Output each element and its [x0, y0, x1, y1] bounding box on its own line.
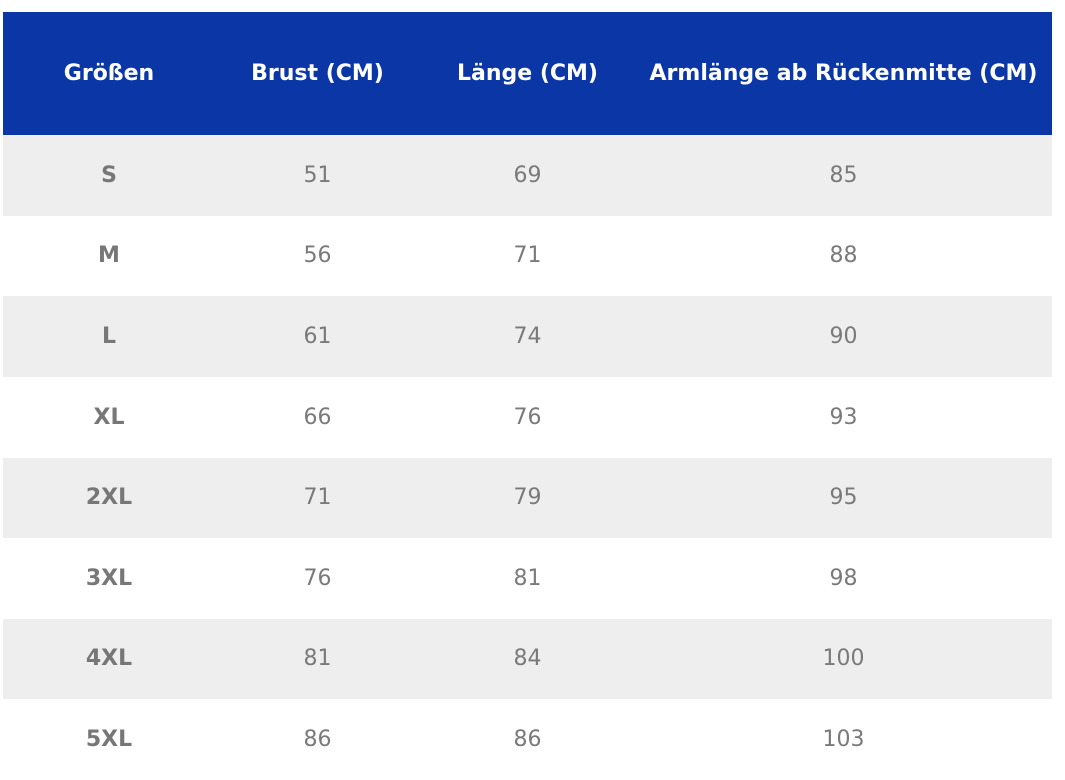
- value-cell: 81: [303, 646, 332, 672]
- size-cell: XL: [93, 404, 125, 430]
- header-cell: Brust (CM): [215, 56, 420, 91]
- header-cell: Armlänge ab Rückenmitte (CM): [635, 56, 1052, 91]
- value-cell: 86: [513, 727, 542, 753]
- value-cell: 71: [303, 485, 332, 511]
- value-cell: 88: [829, 243, 858, 269]
- size-table: Größen Brust (CM) Länge (CM) Armlänge ab Rü…: [3, 12, 1052, 780]
- value-cell: 79: [513, 485, 542, 511]
- table-row: 5XL 86 86 103: [3, 699, 1052, 780]
- table-row: 4XL 81 84 100: [3, 618, 1052, 700]
- header-text: Länge (CM): [456, 60, 598, 86]
- table-row: 2XL 71 79 95: [3, 457, 1052, 539]
- size-cell: 3XL: [85, 565, 133, 591]
- value-cell: 56: [303, 243, 332, 269]
- value-cell: 103: [822, 727, 865, 753]
- header-text: Größen: [63, 60, 155, 86]
- header-text: Armlänge ab Rückenmitte (CM): [649, 60, 1038, 86]
- size-cell: 5XL: [85, 727, 133, 753]
- size-cell: S: [101, 162, 117, 188]
- value-cell: 76: [303, 565, 332, 591]
- value-cell: 86: [303, 727, 332, 753]
- value-cell: 71: [513, 243, 542, 269]
- table-row: L 61 74 90: [3, 296, 1052, 377]
- value-cell: 93: [829, 404, 858, 430]
- size-cell: 2XL: [85, 485, 133, 511]
- value-cell: 61: [303, 323, 332, 349]
- header-cell: Größen: [3, 56, 215, 91]
- value-cell: 84: [513, 646, 542, 672]
- value-cell: 95: [829, 485, 858, 511]
- value-cell: 81: [513, 565, 542, 591]
- table-row: S 51 69 85: [3, 135, 1052, 216]
- header-row: Größen Brust (CM) Länge (CM) Armlänge ab Rü…: [3, 12, 1052, 135]
- table-row: 3XL 76 81 98: [3, 538, 1052, 619]
- value-cell: 76: [513, 404, 542, 430]
- table-row: M 56 71 88: [3, 216, 1052, 297]
- value-cell: 69: [513, 162, 542, 188]
- value-cell: 100: [822, 646, 865, 672]
- value-cell: 90: [829, 323, 858, 349]
- table-row: XL 66 76 93: [3, 377, 1052, 458]
- header-text: Brust (CM): [251, 60, 384, 86]
- size-cell: 4XL: [85, 646, 133, 672]
- value-cell: 85: [829, 162, 858, 188]
- size-cell: M: [98, 243, 120, 269]
- value-cell: 51: [303, 162, 332, 188]
- value-cell: 66: [303, 404, 332, 430]
- header-cell: Länge (CM): [420, 56, 635, 91]
- size-cell: L: [101, 323, 117, 349]
- value-cell: 98: [829, 565, 858, 591]
- value-cell: 74: [513, 323, 542, 349]
